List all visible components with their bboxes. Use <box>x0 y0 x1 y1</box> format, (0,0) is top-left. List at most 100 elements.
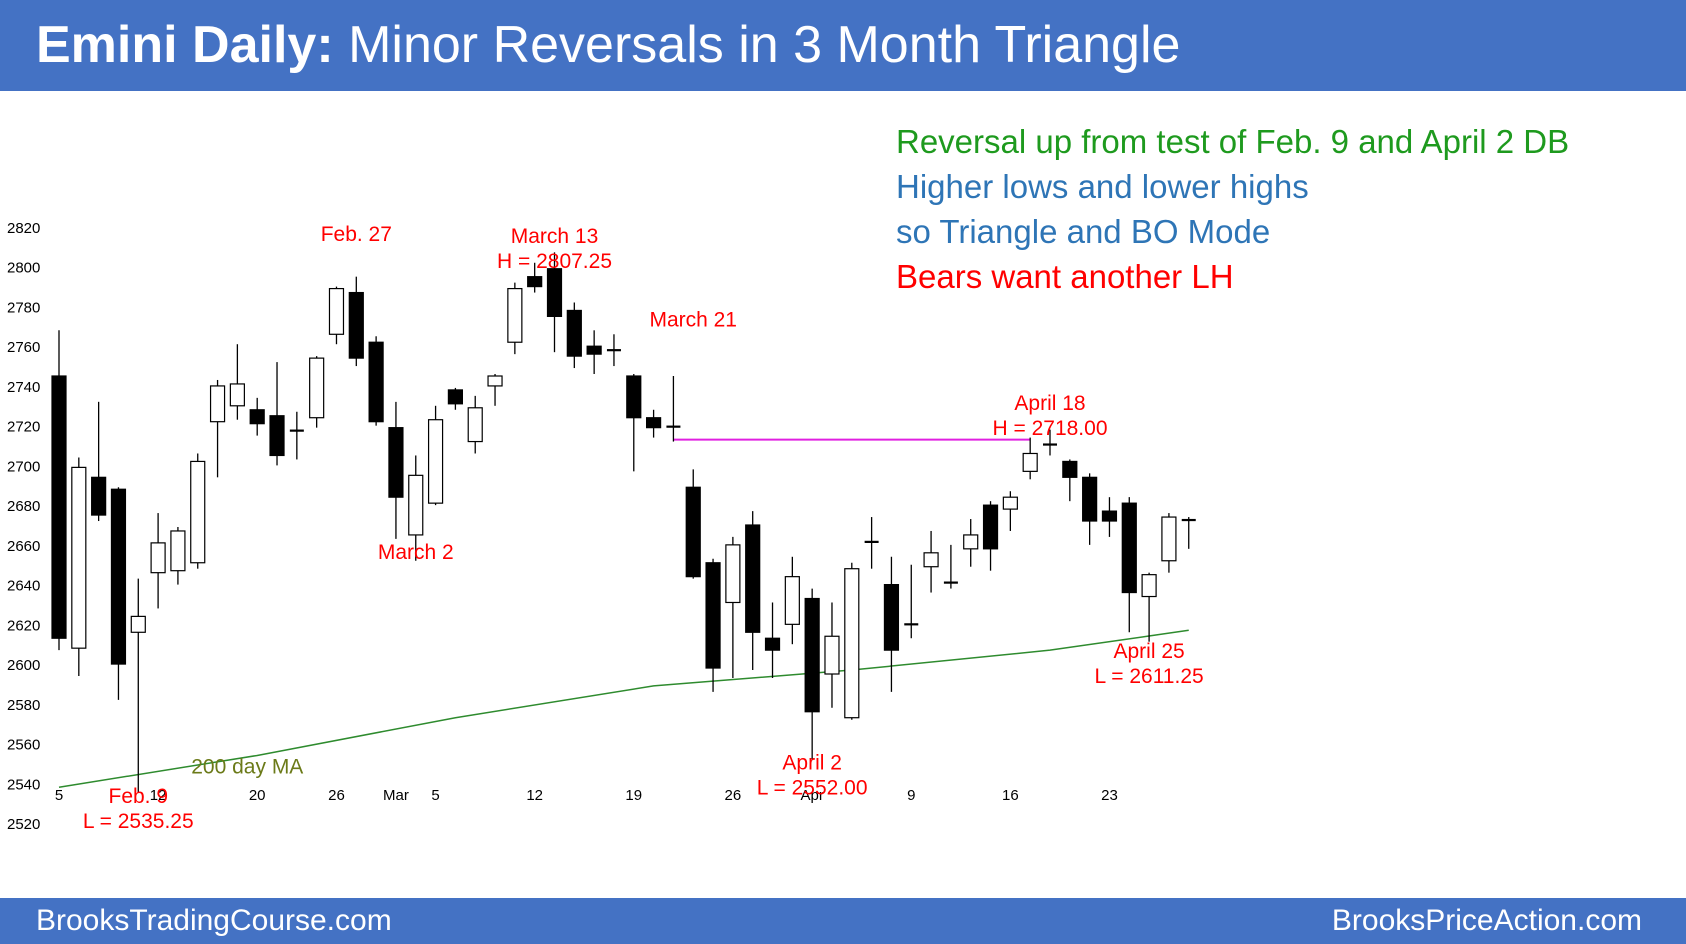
title-rest: Minor Reversals in 3 Month Triangle <box>348 16 1181 74</box>
candle-body <box>963 534 979 550</box>
candle-body <box>725 544 741 604</box>
candle-body <box>309 357 325 419</box>
candle-body <box>1002 496 1018 510</box>
footer-left-link[interactable]: BrooksTradingCourse.com <box>36 904 392 937</box>
footer-bar: BrooksTradingCourse.com BrooksPriceActio… <box>0 898 1686 944</box>
annotation-line: April 25 <box>1113 640 1184 663</box>
candle <box>566 302 582 369</box>
candle <box>764 602 781 678</box>
candle-body <box>764 637 781 651</box>
candle <box>170 526 186 585</box>
candle <box>1022 437 1038 480</box>
candle-body <box>626 375 642 419</box>
candle <box>289 411 304 460</box>
annotation-line: L = 2611.25 <box>1095 665 1204 688</box>
candle-body <box>71 466 87 649</box>
chart-annotation: April 25 L = 2611.25 <box>1095 640 1204 688</box>
candle <box>546 252 563 353</box>
candle-body <box>645 417 662 429</box>
candle-body <box>229 383 245 407</box>
candle <box>844 562 860 720</box>
chart-annotation: April 18 H = 2718.00 <box>992 392 1107 440</box>
annotation-line: April 2 <box>782 751 842 774</box>
candle <box>864 517 879 569</box>
x-tick-label: 20 <box>249 787 266 804</box>
moving-average-label: 200 day MA <box>191 755 303 778</box>
x-tick-label: 16 <box>1002 787 1019 804</box>
candle <box>190 453 206 569</box>
y-tick-label: 2520 <box>7 816 40 833</box>
candle-body <box>982 504 999 550</box>
candle <box>963 519 979 567</box>
candle-body <box>209 385 226 423</box>
x-tick-label: 19 <box>625 787 642 804</box>
candle-body <box>447 389 463 405</box>
candle-body <box>170 530 186 572</box>
candle-body <box>586 345 602 355</box>
x-tick-label: Apr <box>800 787 823 804</box>
candle <box>606 334 621 367</box>
annotation-line: April 18 <box>1014 392 1085 415</box>
candle <box>527 262 543 293</box>
y-tick-label: 2720 <box>7 419 40 436</box>
candle <box>328 286 345 345</box>
x-tick-label: 5 <box>431 787 439 804</box>
candle-body <box>1082 476 1098 522</box>
candle <box>1161 513 1177 573</box>
footer-right-link[interactable]: BrooksPriceAction.com <box>1331 904 1642 937</box>
candle <box>507 282 523 355</box>
title-bold: Emini Daily: <box>36 16 334 74</box>
candle <box>685 469 701 579</box>
candle-body <box>368 341 384 423</box>
candle <box>1141 572 1157 642</box>
annotation-line: H = 2807.25 <box>497 250 612 273</box>
chart-annotation: March 2 <box>378 541 454 564</box>
candle <box>804 588 820 760</box>
candle-body <box>824 635 840 675</box>
x-tick-label: 12 <box>150 787 167 804</box>
chart-annotation: March 13 H = 2807.25 <box>497 225 612 273</box>
candle <box>1043 429 1057 456</box>
candle-body <box>1141 574 1157 598</box>
candle <box>1181 517 1196 549</box>
annotation-line: March 21 <box>649 308 737 331</box>
annotation-line: March 13 <box>511 225 599 248</box>
y-tick-label: 2680 <box>7 498 40 515</box>
candle-body <box>705 562 721 669</box>
candle <box>1101 497 1118 537</box>
candle <box>982 501 999 571</box>
candle <box>705 558 721 692</box>
candle-body <box>923 552 939 568</box>
candle-body <box>408 474 424 536</box>
candle <box>269 362 285 466</box>
candle <box>904 564 919 639</box>
annotation-line: L = 2535.25 <box>83 810 194 833</box>
candle-body <box>883 584 900 651</box>
y-tick-label: 2580 <box>7 697 40 714</box>
candle-body <box>844 568 860 719</box>
y-tick-label: 2800 <box>7 260 40 277</box>
candle-body <box>745 524 761 633</box>
candle-body <box>150 542 166 574</box>
candle <box>883 556 900 692</box>
candle <box>51 330 67 651</box>
annotation-line: L = 2552.00 <box>757 776 868 799</box>
moving-average-line <box>58 629 1189 788</box>
x-tick-label: 12 <box>526 787 543 804</box>
note-line-3: so Triangle and BO Mode <box>896 213 1271 250</box>
candle <box>1121 497 1137 633</box>
x-tick-label: Mar <box>383 787 409 804</box>
candle <box>427 405 444 506</box>
y-tick-label: 2540 <box>7 776 40 793</box>
x-tick-label: 9 <box>907 787 915 804</box>
candle <box>645 409 662 438</box>
candle-body <box>784 576 800 625</box>
candle <box>943 544 958 589</box>
candle <box>586 330 602 375</box>
candle-body <box>566 309 582 357</box>
candle <box>666 376 681 442</box>
candle <box>487 374 503 406</box>
candle-body <box>51 375 67 639</box>
candle <box>784 556 800 645</box>
